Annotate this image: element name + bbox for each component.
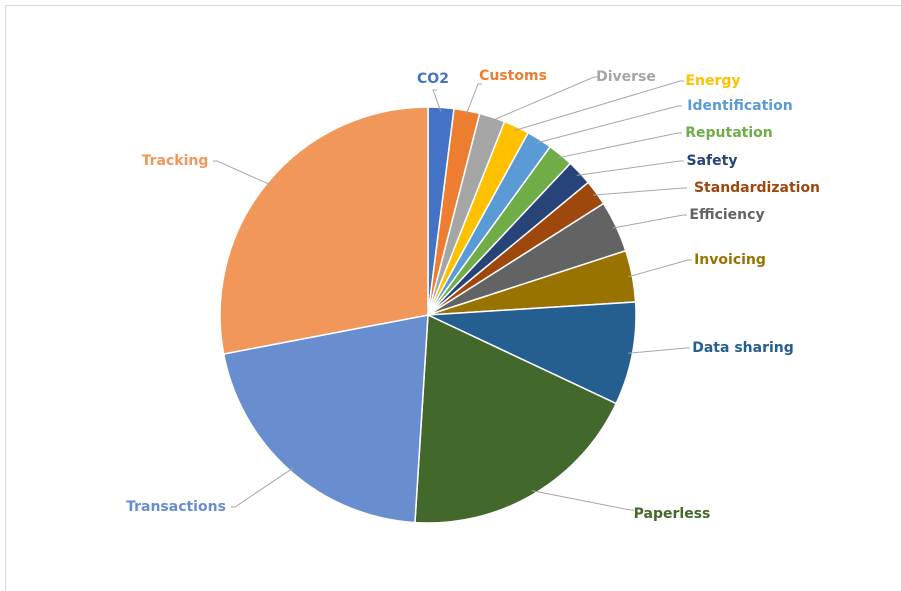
- pie-slice: [427, 301, 637, 405]
- leader-line: [628, 259, 692, 278]
- slice-label: CO2: [417, 71, 449, 87]
- slice-label: Reputation: [685, 125, 772, 141]
- leader-line: [465, 83, 482, 115]
- leader-line: [576, 160, 684, 176]
- pie-slice: [222, 314, 429, 524]
- leader-line: [231, 467, 294, 508]
- leader-line: [612, 214, 687, 229]
- slice-label: Data sharing: [692, 340, 794, 356]
- slice-label: Identification: [687, 98, 792, 114]
- leader-line: [213, 160, 272, 186]
- slice-label: Energy: [685, 73, 740, 89]
- leader-line: [490, 76, 598, 122]
- leader-line: [531, 490, 634, 511]
- leader-line: [557, 132, 682, 159]
- leader-line: [628, 347, 690, 354]
- slice-label: Transactions: [126, 499, 226, 515]
- pie-slice: [219, 106, 429, 355]
- leader-line: [537, 105, 682, 144]
- slice-label: Standardization: [694, 180, 820, 196]
- slice-label: Tracking: [142, 153, 209, 169]
- leader-line: [432, 89, 442, 112]
- slice-label: Customs: [479, 68, 547, 84]
- slice-label: Paperless: [634, 506, 711, 522]
- slice-label: Invoicing: [694, 252, 766, 268]
- slice-label: Safety: [687, 153, 738, 169]
- leader-line: [514, 80, 684, 131]
- pie-slice: [414, 313, 618, 524]
- slice-label: Diverse: [596, 69, 656, 85]
- leader-line: [593, 187, 687, 196]
- slice-label: Efficiency: [689, 207, 764, 223]
